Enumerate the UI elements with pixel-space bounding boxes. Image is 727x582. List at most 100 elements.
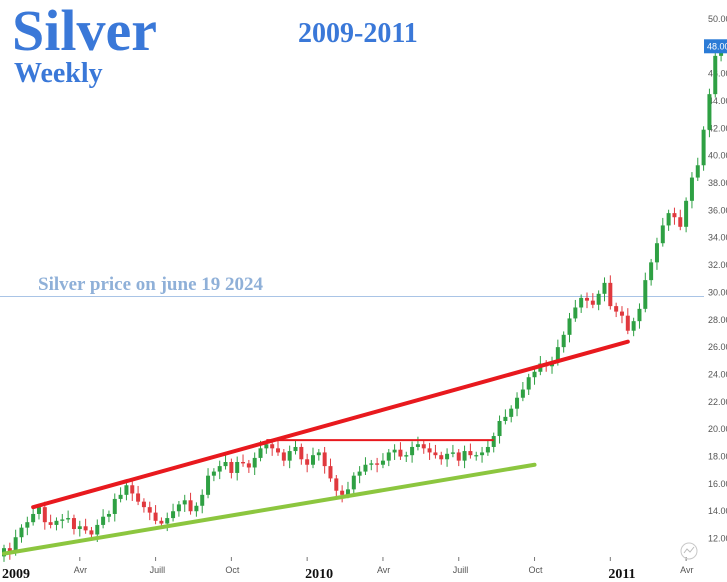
candle-down	[159, 520, 164, 524]
candle-down	[340, 490, 345, 495]
candle-down	[147, 507, 152, 513]
candle-up	[480, 452, 485, 456]
candle-up	[264, 444, 269, 449]
candle-down	[153, 512, 158, 521]
candle-up	[596, 293, 601, 305]
candle-up	[101, 516, 106, 525]
candle-up	[649, 262, 654, 281]
candle-down	[7, 548, 12, 553]
y-tick-label: 26.00	[708, 342, 727, 352]
y-tick-label: 24.00	[708, 369, 727, 379]
y-tick-label: 36.00	[708, 205, 727, 215]
y-tick-label: 50.00	[708, 14, 727, 24]
candle-down	[585, 297, 589, 301]
candle-up	[171, 511, 176, 519]
y-tick-label: 40.00	[708, 151, 727, 161]
candle-down	[276, 448, 281, 453]
x-axis-ticks: 2009 Avr Juill Oct 2010 Avr Juill Oct 2011 Avr	[2, 557, 693, 582]
candle-down	[130, 485, 135, 494]
candle-up	[660, 225, 665, 244]
y-tick-label: 30.00	[708, 287, 727, 297]
y-tick-label: 18.00	[708, 452, 727, 462]
candle-up	[106, 513, 111, 517]
candle-up	[287, 451, 292, 461]
x-tick-label: Avr	[680, 565, 693, 575]
candle-up	[707, 94, 712, 130]
candle-up	[410, 446, 415, 456]
candle-down	[241, 462, 246, 464]
x-tick-year-label: 2011	[608, 567, 635, 582]
trend-lines	[2, 339, 630, 556]
candle-up	[112, 498, 117, 514]
candle-down	[322, 452, 327, 467]
candle-up	[200, 494, 205, 506]
candle-down	[281, 452, 286, 461]
candle-down	[375, 463, 380, 465]
chart-title: Silver	[12, 0, 157, 63]
candle-up	[124, 485, 129, 495]
y-tick-label: 20.00	[708, 424, 727, 434]
candle-down	[328, 466, 333, 479]
candle-up	[316, 452, 321, 456]
y-tick-label: 42.00	[708, 123, 727, 133]
candle-up	[211, 471, 216, 476]
candle-up	[357, 471, 362, 476]
y-tick-label: 44.00	[708, 96, 727, 106]
candle-up	[392, 449, 397, 453]
candle-down	[299, 446, 304, 460]
candle-up	[666, 213, 671, 226]
candle-up	[118, 494, 123, 499]
candle-down	[614, 306, 619, 312]
candle-down	[439, 455, 444, 460]
candle-down	[42, 507, 47, 523]
candle-down	[229, 462, 234, 473]
y-tick-label: 14.00	[708, 506, 727, 516]
candle-up	[561, 334, 566, 348]
candle-up	[60, 519, 65, 521]
candle-up	[345, 489, 350, 495]
y-tick-label: 32.00	[708, 260, 727, 270]
candle-up	[31, 513, 36, 523]
candle-up	[19, 527, 24, 538]
y-tick-label: 38.00	[708, 178, 727, 188]
candle-up	[386, 452, 391, 461]
candle-up	[555, 347, 560, 363]
candle-up	[54, 520, 59, 525]
candle-down	[433, 452, 438, 456]
candle-up	[165, 518, 170, 524]
candle-up	[252, 457, 257, 468]
reference-price-label: Silver price on june 19 2024	[36, 274, 266, 295]
chart-subtitle: Weekly	[14, 58, 103, 89]
candle-up	[293, 446, 298, 452]
candle-down	[270, 444, 275, 449]
last-price-tag: 48.00	[704, 39, 727, 54]
candle-down	[608, 282, 613, 307]
candle-up	[532, 371, 537, 378]
candle-up	[363, 464, 368, 472]
candle-down	[625, 315, 630, 331]
candle-up	[351, 475, 356, 490]
candle-up	[515, 397, 520, 409]
candle-up	[223, 462, 228, 467]
candle-down	[305, 459, 310, 465]
candle-up	[13, 537, 18, 553]
candle-up	[520, 389, 525, 398]
candle-down	[141, 501, 146, 508]
candle-up	[491, 436, 496, 447]
x-tick-label: Juill	[453, 565, 469, 575]
candle-up	[579, 297, 584, 308]
candle-up	[567, 318, 572, 335]
candle-down	[136, 493, 141, 502]
resistance-trend-line	[31, 339, 630, 510]
candle-down	[468, 451, 473, 456]
candle-down	[71, 518, 76, 530]
x-tick-label: Oct	[529, 565, 544, 575]
candle-up	[631, 321, 636, 331]
candle-up	[404, 455, 409, 457]
candle-up	[474, 455, 479, 457]
candle-up	[25, 522, 30, 528]
candle-up	[462, 451, 467, 461]
y-tick-label: 12.00	[708, 534, 727, 544]
candle-down	[672, 213, 677, 218]
